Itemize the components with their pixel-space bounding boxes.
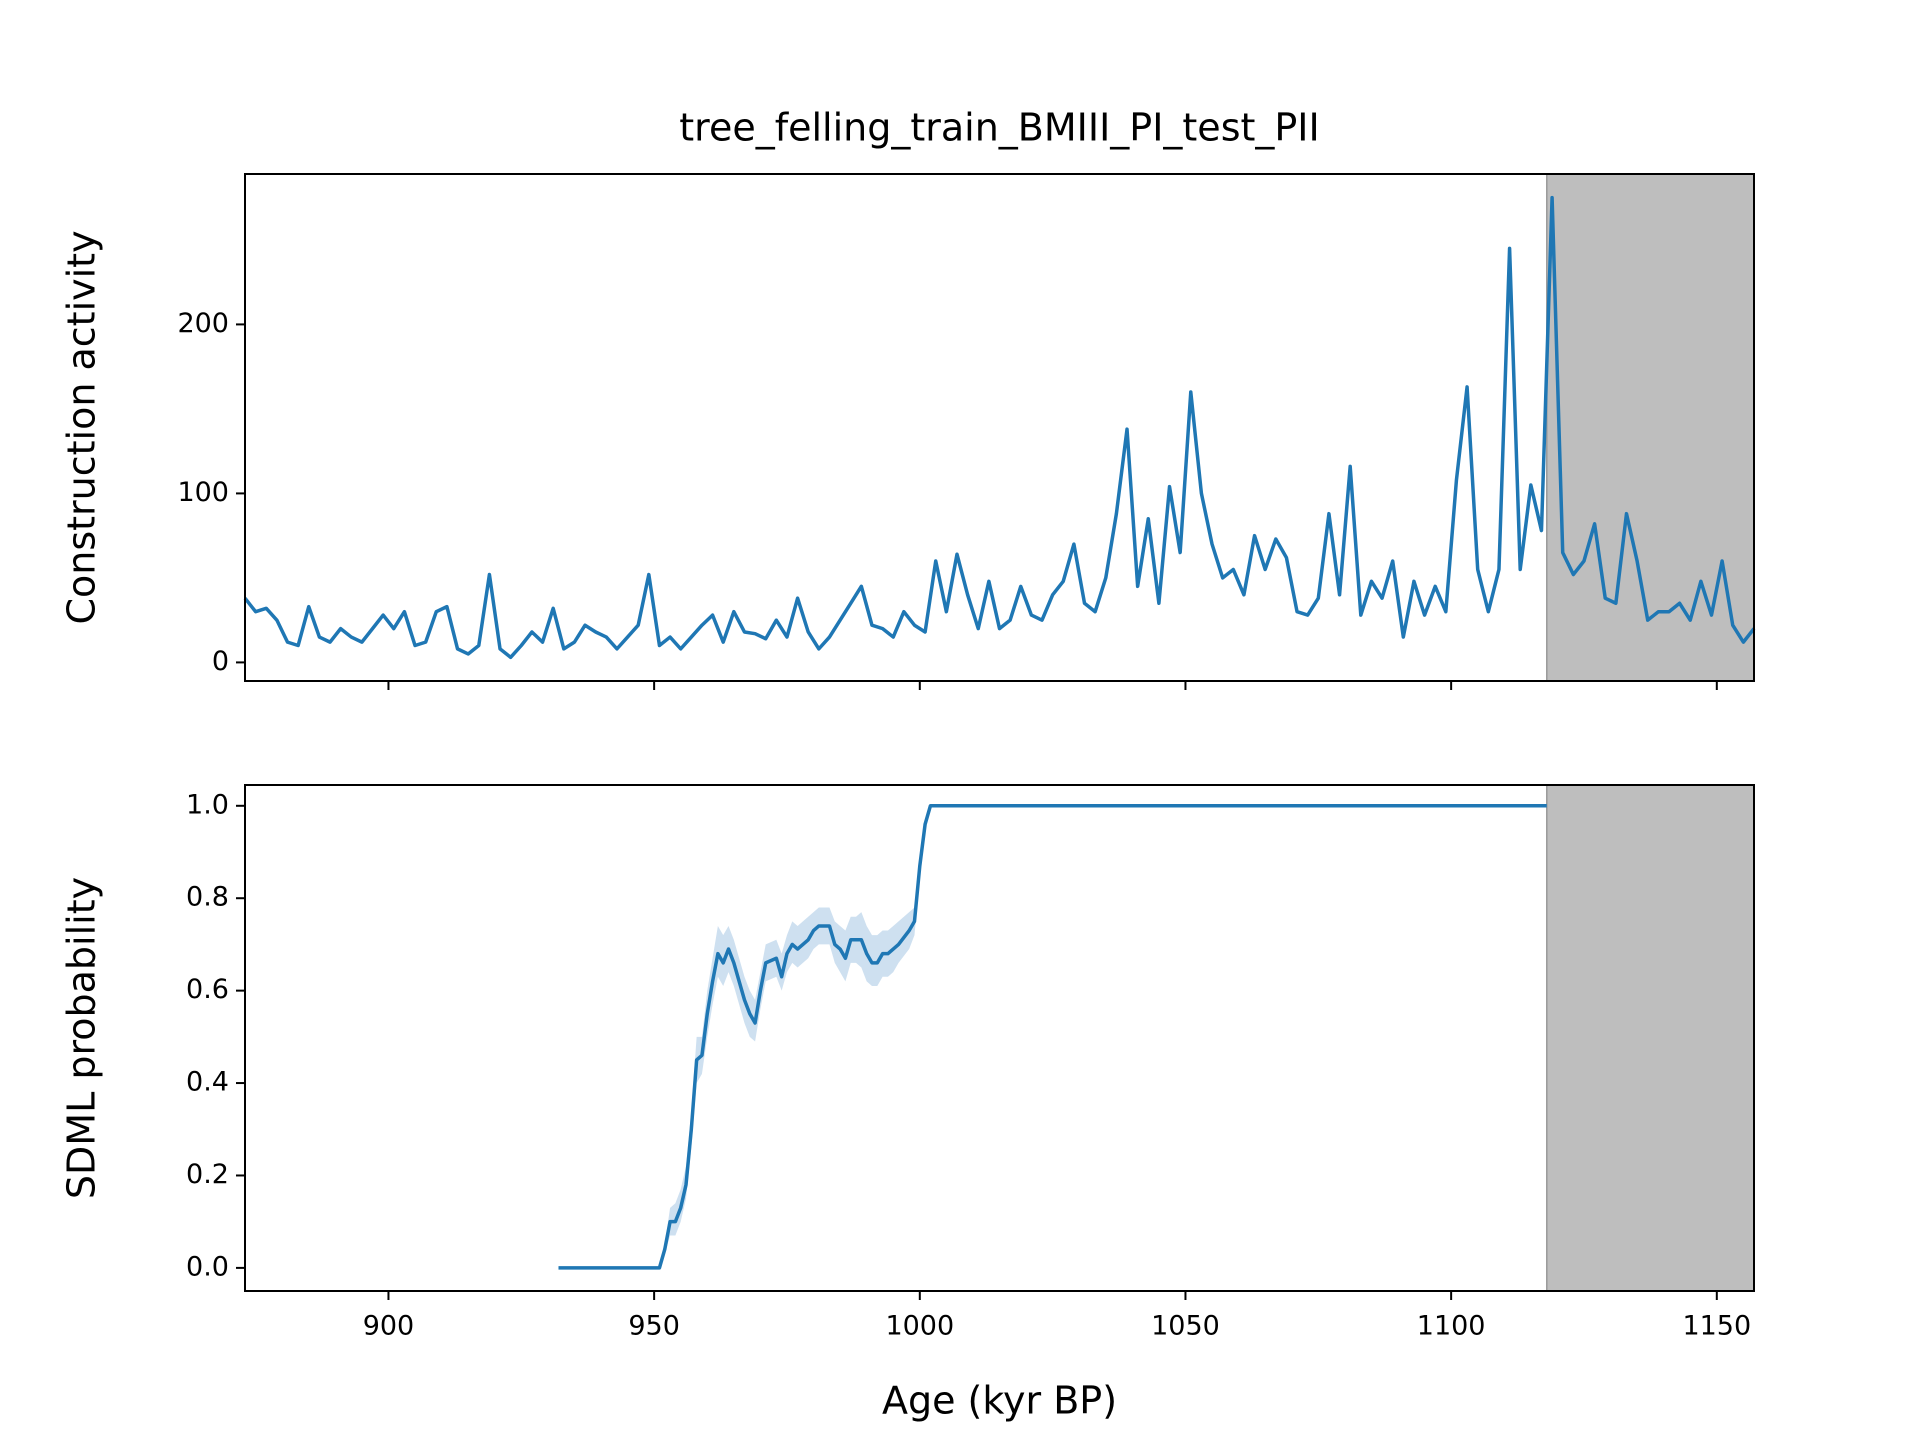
y-tick-label: 200: [177, 308, 229, 339]
x-tick-label: 1050: [1151, 1311, 1220, 1342]
y-tick-label: 0: [212, 646, 229, 677]
chart-title: tree_felling_train_BMIII_PI_test_PII: [679, 106, 1319, 150]
y-tick-label: 0.6: [186, 974, 229, 1005]
x-tick-label: 1000: [885, 1311, 954, 1342]
x-axis-label: Age (kyr BP): [882, 1379, 1117, 1423]
shaded-region: [1546, 173, 1755, 682]
y-tick-label: 100: [177, 477, 229, 508]
x-tick-label: 1150: [1682, 1311, 1751, 1342]
data-line: [243, 195, 1756, 660]
shaded-region: [1546, 784, 1755, 1292]
confidence-band: [558, 805, 1547, 1268]
x-tick-label: 900: [363, 1311, 415, 1342]
y-tick-label: 1.0: [186, 789, 229, 820]
x-tick-label: 950: [628, 1311, 680, 1342]
y-tick-label: 0.2: [186, 1159, 229, 1190]
y-tick-label: 0.4: [186, 1067, 229, 1098]
y-axis-label: SDML probability: [60, 877, 104, 1199]
y-tick-label: 0.8: [186, 882, 229, 913]
x-tick-label: 1100: [1417, 1311, 1486, 1342]
plot-frame: [244, 784, 1755, 1292]
y-tick-label: 0.0: [186, 1251, 229, 1282]
y-axis-label: Construction activity: [60, 230, 104, 624]
plot-frame: [244, 173, 1755, 682]
data-line: [558, 804, 1547, 1270]
